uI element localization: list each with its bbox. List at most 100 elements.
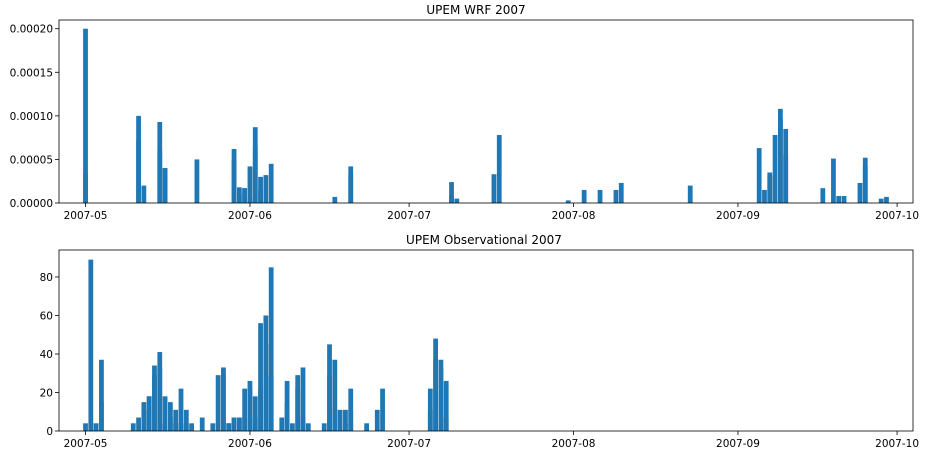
y-tick-label: 60 (40, 310, 53, 322)
bar (242, 388, 248, 431)
bar (168, 402, 173, 431)
bar (284, 402, 290, 431)
x-tick-label: 2007-09 (716, 210, 760, 222)
bar (305, 423, 311, 431)
bar (231, 148, 237, 203)
bar (157, 150, 163, 203)
bar (772, 135, 778, 203)
bar (173, 409, 179, 431)
bar (141, 185, 147, 203)
bar (258, 176, 263, 203)
bar (762, 189, 767, 203)
y-tick-label: 40 (40, 349, 53, 361)
bar (83, 174, 88, 203)
bar (438, 367, 444, 431)
bar (778, 118, 783, 203)
x-tick-label: 2007-07 (387, 210, 431, 222)
bar (162, 396, 168, 431)
bar-series (83, 259, 449, 431)
bar (236, 417, 242, 431)
bar (767, 172, 773, 203)
bar (618, 182, 624, 203)
bar (380, 388, 385, 431)
bar (88, 259, 94, 431)
y-axis-ticks: 0 20 40 60 80 (40, 272, 59, 438)
bar (290, 423, 295, 431)
bar (687, 185, 693, 203)
chart-title: UPEM Observational 2007 (406, 233, 562, 247)
bar (83, 423, 88, 431)
y-tick-label: 80 (40, 272, 53, 284)
bar (268, 267, 274, 431)
bar (279, 417, 285, 431)
bar (449, 196, 454, 203)
bar (337, 409, 343, 431)
x-axis-ticks: 2007-05 2007-06 2007-07 2007-08 2007-09 2007-… (64, 203, 919, 222)
bar (210, 423, 216, 431)
y-tick-label: 0.00010 (10, 111, 53, 123)
bar (130, 423, 136, 431)
bar (99, 402, 104, 431)
bar (756, 148, 762, 203)
bar (136, 417, 141, 431)
x-tick-label: 2007-07 (387, 438, 431, 450)
bar (443, 380, 449, 431)
bar (162, 168, 168, 203)
bar (433, 359, 438, 431)
bar (141, 402, 147, 431)
bar (332, 196, 338, 203)
bar (878, 198, 884, 203)
y-tick-label: 20 (40, 387, 53, 399)
bar (157, 352, 163, 431)
x-axis-ticks: 2007-05 2007-06 2007-07 2007-08 2007-09 2007-… (64, 431, 919, 450)
bar (178, 423, 184, 431)
bar (268, 375, 274, 431)
chart-panel-observational: UPEM Observational 2007 0 20 40 60 80 2007-0… (40, 233, 919, 450)
bar (364, 423, 370, 431)
bar (231, 417, 237, 431)
bar (247, 166, 253, 203)
bar (183, 423, 189, 431)
bar (496, 135, 502, 203)
bar (242, 188, 248, 203)
x-tick-label: 2007-08 (552, 210, 596, 222)
bar (820, 188, 826, 203)
bar (199, 417, 205, 431)
bar (343, 409, 348, 431)
bar (613, 189, 619, 203)
bar (258, 323, 263, 431)
plot-frame (58, 249, 914, 432)
bar (581, 189, 587, 203)
bar (252, 396, 258, 431)
bar (427, 388, 433, 431)
x-tick-label: 2007-05 (64, 438, 108, 450)
x-tick-label: 2007-09 (716, 438, 760, 450)
bar (300, 367, 306, 431)
bar (836, 196, 842, 203)
y-axis-ticks: 0.00000 0.00005 0.00010 0.00015 0.00020 (10, 24, 59, 210)
bar (252, 127, 258, 203)
bar (491, 174, 497, 203)
bar (236, 187, 242, 203)
bar (884, 196, 889, 203)
y-tick-label: 0.00005 (10, 154, 53, 166)
bar (597, 189, 603, 203)
bar (348, 388, 354, 431)
x-tick-label: 2007-08 (552, 438, 596, 450)
bar (136, 140, 141, 203)
bar (99, 359, 104, 431)
bar (857, 182, 863, 203)
bar (332, 359, 338, 431)
bar (841, 196, 847, 203)
bar (152, 375, 157, 431)
bar (348, 166, 354, 203)
bar (454, 198, 460, 203)
bar (443, 417, 449, 431)
bar (295, 375, 301, 431)
y-tick-label: 0.00015 (10, 67, 53, 79)
x-tick-label: 2007-06 (228, 438, 272, 450)
bar (215, 375, 221, 431)
y-tick-label: 0.00020 (10, 24, 53, 36)
